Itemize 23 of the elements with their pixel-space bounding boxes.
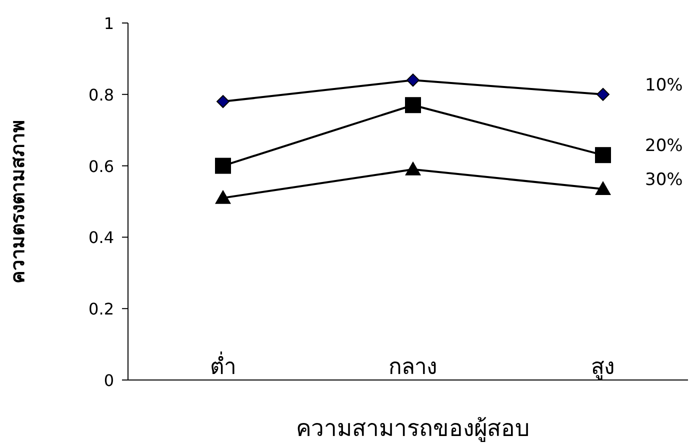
text: 30% — [645, 170, 683, 190]
y-axis-title: ความตรงตามสภาพ — [7, 120, 29, 284]
point — [405, 97, 421, 114]
point — [595, 181, 611, 196]
point — [405, 161, 421, 176]
x-axis-title: ความสามารถของผู้สอบ — [296, 416, 530, 442]
series-label: 20% — [645, 136, 683, 156]
point — [215, 190, 231, 204]
y-tick-label: 0.8 — [88, 85, 114, 104]
y-tick-label: 0.6 — [88, 156, 114, 176]
y-tick-label: 0.2 — [88, 300, 114, 319]
point — [406, 74, 420, 87]
point — [596, 88, 610, 101]
y-tick-label: 0 — [104, 371, 114, 390]
y-tick-label: 1 — [104, 14, 114, 33]
point — [215, 158, 231, 174]
point — [595, 147, 611, 164]
x-tick-label: สูง — [591, 355, 615, 380]
point — [216, 95, 230, 108]
x-tick-label: ต่ำ — [210, 351, 236, 380]
y-tick-label: 0.4 — [88, 228, 114, 248]
x-tick-label: กลาง — [388, 355, 438, 380]
text: 10% — [645, 75, 683, 96]
